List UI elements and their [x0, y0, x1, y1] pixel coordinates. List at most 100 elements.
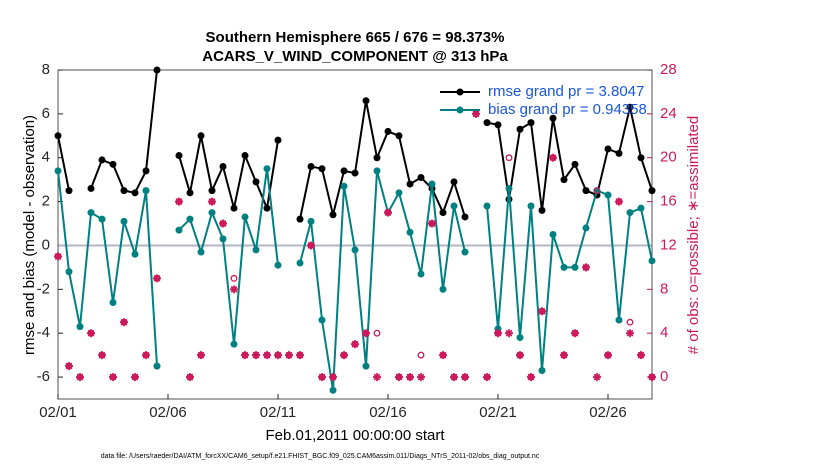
point — [296, 215, 304, 223]
assimilated-marker — [197, 351, 205, 360]
point — [109, 160, 117, 168]
assimilated-marker — [483, 373, 491, 382]
assimilated-marker — [406, 373, 414, 382]
point — [219, 163, 227, 171]
possible-marker — [373, 329, 381, 337]
y2-tick-label: 20 — [660, 149, 677, 166]
x-tick-label: 02/26 — [589, 404, 627, 421]
series-line — [57, 168, 653, 391]
point — [461, 213, 469, 221]
assimilated-marker — [76, 373, 84, 382]
possible-marker — [626, 318, 634, 326]
x-tick-label: 02/01 — [39, 404, 77, 421]
point — [604, 145, 612, 153]
point — [351, 246, 359, 254]
point — [208, 187, 216, 195]
point — [384, 127, 392, 135]
point — [461, 248, 469, 256]
point — [175, 226, 183, 234]
assimilated-marker — [549, 153, 557, 162]
point — [263, 204, 271, 212]
point — [208, 209, 216, 217]
point — [538, 366, 546, 374]
y-tick-label: 2 — [42, 193, 50, 210]
y-tick-label: -4 — [37, 324, 50, 341]
possible-marker — [230, 274, 238, 282]
point — [637, 204, 645, 212]
point — [560, 263, 568, 271]
assimilated-marker — [439, 351, 447, 360]
point — [186, 189, 194, 197]
assimilated-marker — [351, 340, 359, 349]
point — [54, 132, 62, 140]
assimilated-marker — [472, 109, 480, 118]
assimilated-marker — [186, 373, 194, 382]
point — [175, 152, 183, 160]
point — [65, 268, 73, 276]
y2-tick-label: 12 — [660, 236, 677, 253]
y2-tick-label: 4 — [660, 324, 668, 341]
assimilated-marker — [274, 351, 282, 360]
point — [296, 259, 304, 267]
plot-frame — [57, 69, 653, 400]
y2-tick-label: 24 — [660, 105, 677, 122]
point — [197, 132, 205, 140]
assimilated-marker — [285, 351, 293, 360]
x-tick-label: 02/16 — [369, 404, 407, 421]
point — [153, 66, 161, 74]
point — [318, 165, 326, 173]
assimilated-marker — [560, 351, 568, 360]
point — [406, 228, 414, 236]
point — [560, 176, 568, 184]
point — [87, 209, 95, 217]
point — [219, 235, 227, 243]
point — [307, 163, 315, 171]
point — [483, 119, 491, 127]
point — [373, 167, 381, 175]
point — [362, 362, 370, 370]
point — [439, 209, 447, 217]
point — [252, 178, 260, 186]
point — [626, 209, 634, 217]
point — [87, 184, 95, 192]
point — [648, 187, 656, 195]
assimilated-marker — [87, 329, 95, 338]
point — [538, 206, 546, 214]
y-tick-label: 4 — [42, 149, 50, 166]
x-axis-label: Feb.01,2011 00:00:00 start — [265, 427, 445, 444]
point — [362, 97, 370, 105]
assimilated-marker — [241, 351, 249, 360]
point — [340, 167, 348, 175]
point — [318, 316, 326, 324]
point — [571, 160, 579, 168]
assimilated-marker — [340, 351, 348, 360]
assimilated-marker — [219, 219, 227, 228]
assimilated-marker — [582, 263, 590, 272]
point — [494, 121, 502, 129]
assimilated-marker — [175, 197, 183, 206]
point — [197, 248, 205, 256]
legend-marker — [456, 106, 464, 114]
point — [351, 169, 359, 177]
footnote: data file: /Users/raeder/DAI/ATM_forcXX/… — [101, 453, 540, 460]
assimilated-marker — [142, 351, 150, 360]
assimilated-marker — [615, 197, 623, 206]
assimilated-marker — [373, 373, 381, 382]
assimilated-marker — [109, 373, 117, 382]
assimilated-marker — [505, 329, 513, 338]
point — [450, 178, 458, 186]
point — [274, 136, 282, 144]
y-tick-label: -6 — [37, 368, 50, 385]
assimilated-marker — [362, 329, 370, 338]
assimilated-marker — [450, 373, 458, 382]
legend-label: rmse grand pr = 3.8047 — [488, 83, 644, 100]
assimilated-marker — [65, 362, 73, 371]
point — [131, 250, 139, 258]
point — [120, 217, 128, 225]
point — [153, 362, 161, 370]
assimilated-marker — [571, 329, 579, 338]
point — [648, 257, 656, 265]
point — [263, 165, 271, 173]
assimilated-marker — [538, 307, 546, 316]
assimilated-marker — [252, 351, 260, 360]
